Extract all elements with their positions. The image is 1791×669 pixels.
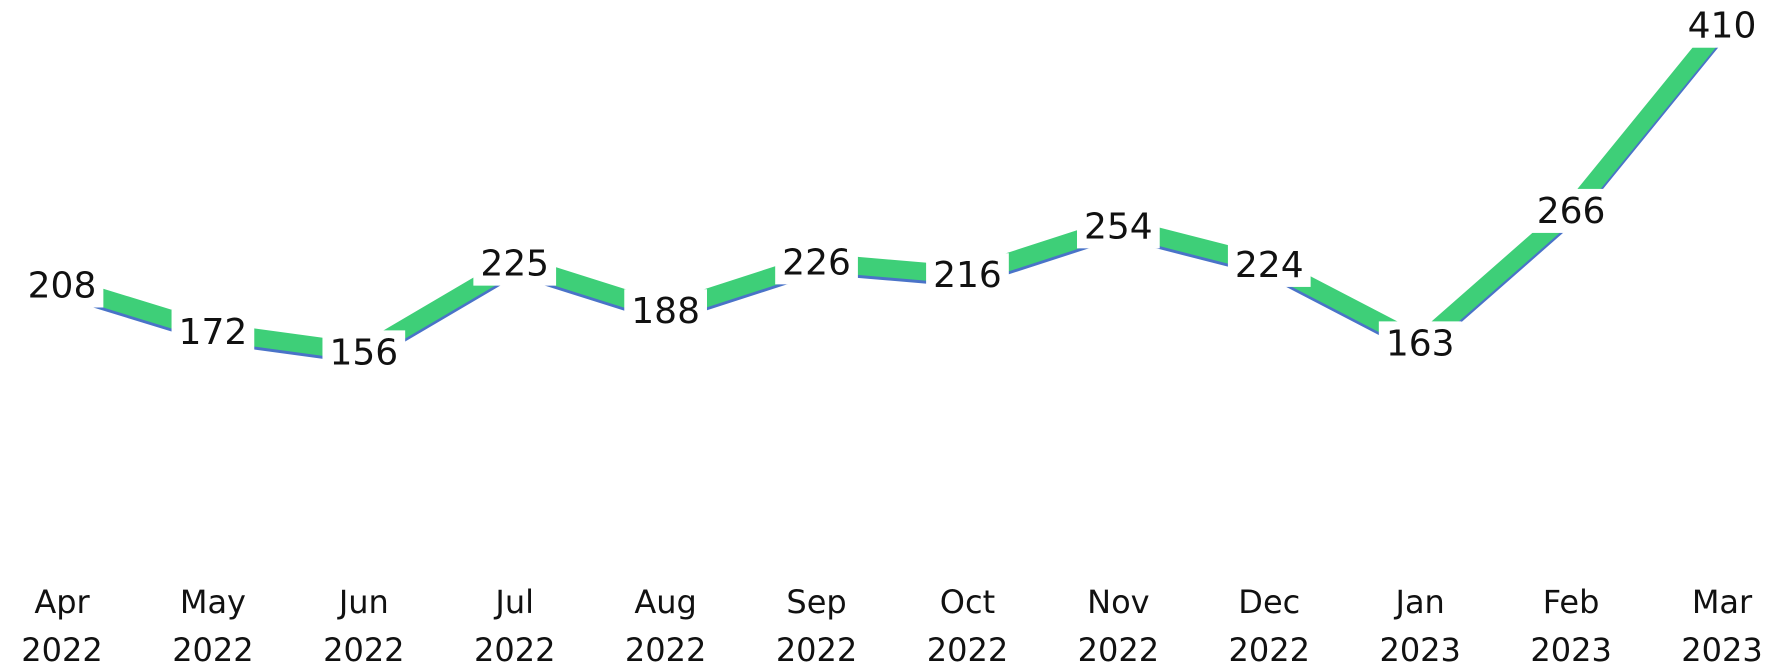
x-tick-label: Oct 2022 [926,583,1009,669]
value-label-bg [473,241,557,286]
value-label-bg [1529,188,1613,233]
value-label-bg [624,289,707,334]
value-label: 172 [179,312,248,353]
value-label-bg [322,330,406,375]
value-label-bg [1077,204,1160,249]
x-tick-label: Jan 2023 [1379,583,1461,669]
line [59,20,1729,362]
value-label-bg [1680,3,1764,48]
x-tick-label: May 2022 [172,583,254,669]
x-tick-label: Mar 2023 [1681,583,1763,669]
x-tick-label: Jul 2022 [474,583,556,669]
x-tick-label: Aug 2022 [624,583,707,669]
value-label: 163 [1386,323,1455,364]
value-label: 208 [28,266,97,307]
value-label: 226 [782,242,851,283]
value-label-bg [1227,242,1311,287]
value-label-bg [171,309,255,354]
value-label-bg [20,263,104,308]
value-label: 225 [480,244,549,285]
value-label: 254 [1084,206,1153,247]
value-label: 266 [1537,191,1606,232]
value-label: 410 [1688,6,1757,47]
value-label: 224 [1235,245,1304,286]
value-label: 156 [329,332,398,373]
x-tick-label: Dec 2022 [1228,583,1310,669]
value-label-bg [775,240,858,285]
value-label: 188 [631,291,700,332]
x-tick-label: Feb 2023 [1530,583,1612,669]
x-tick-label: Apr 2022 [21,583,103,669]
x-tick-label: Sep 2022 [775,583,858,669]
x-tick-label: Jun 2022 [323,583,405,669]
value-label-bg [1378,321,1462,366]
value-label: 216 [933,255,1002,296]
x-tick-label: Nov 2022 [1077,583,1160,669]
value-label-bg [926,253,1009,298]
